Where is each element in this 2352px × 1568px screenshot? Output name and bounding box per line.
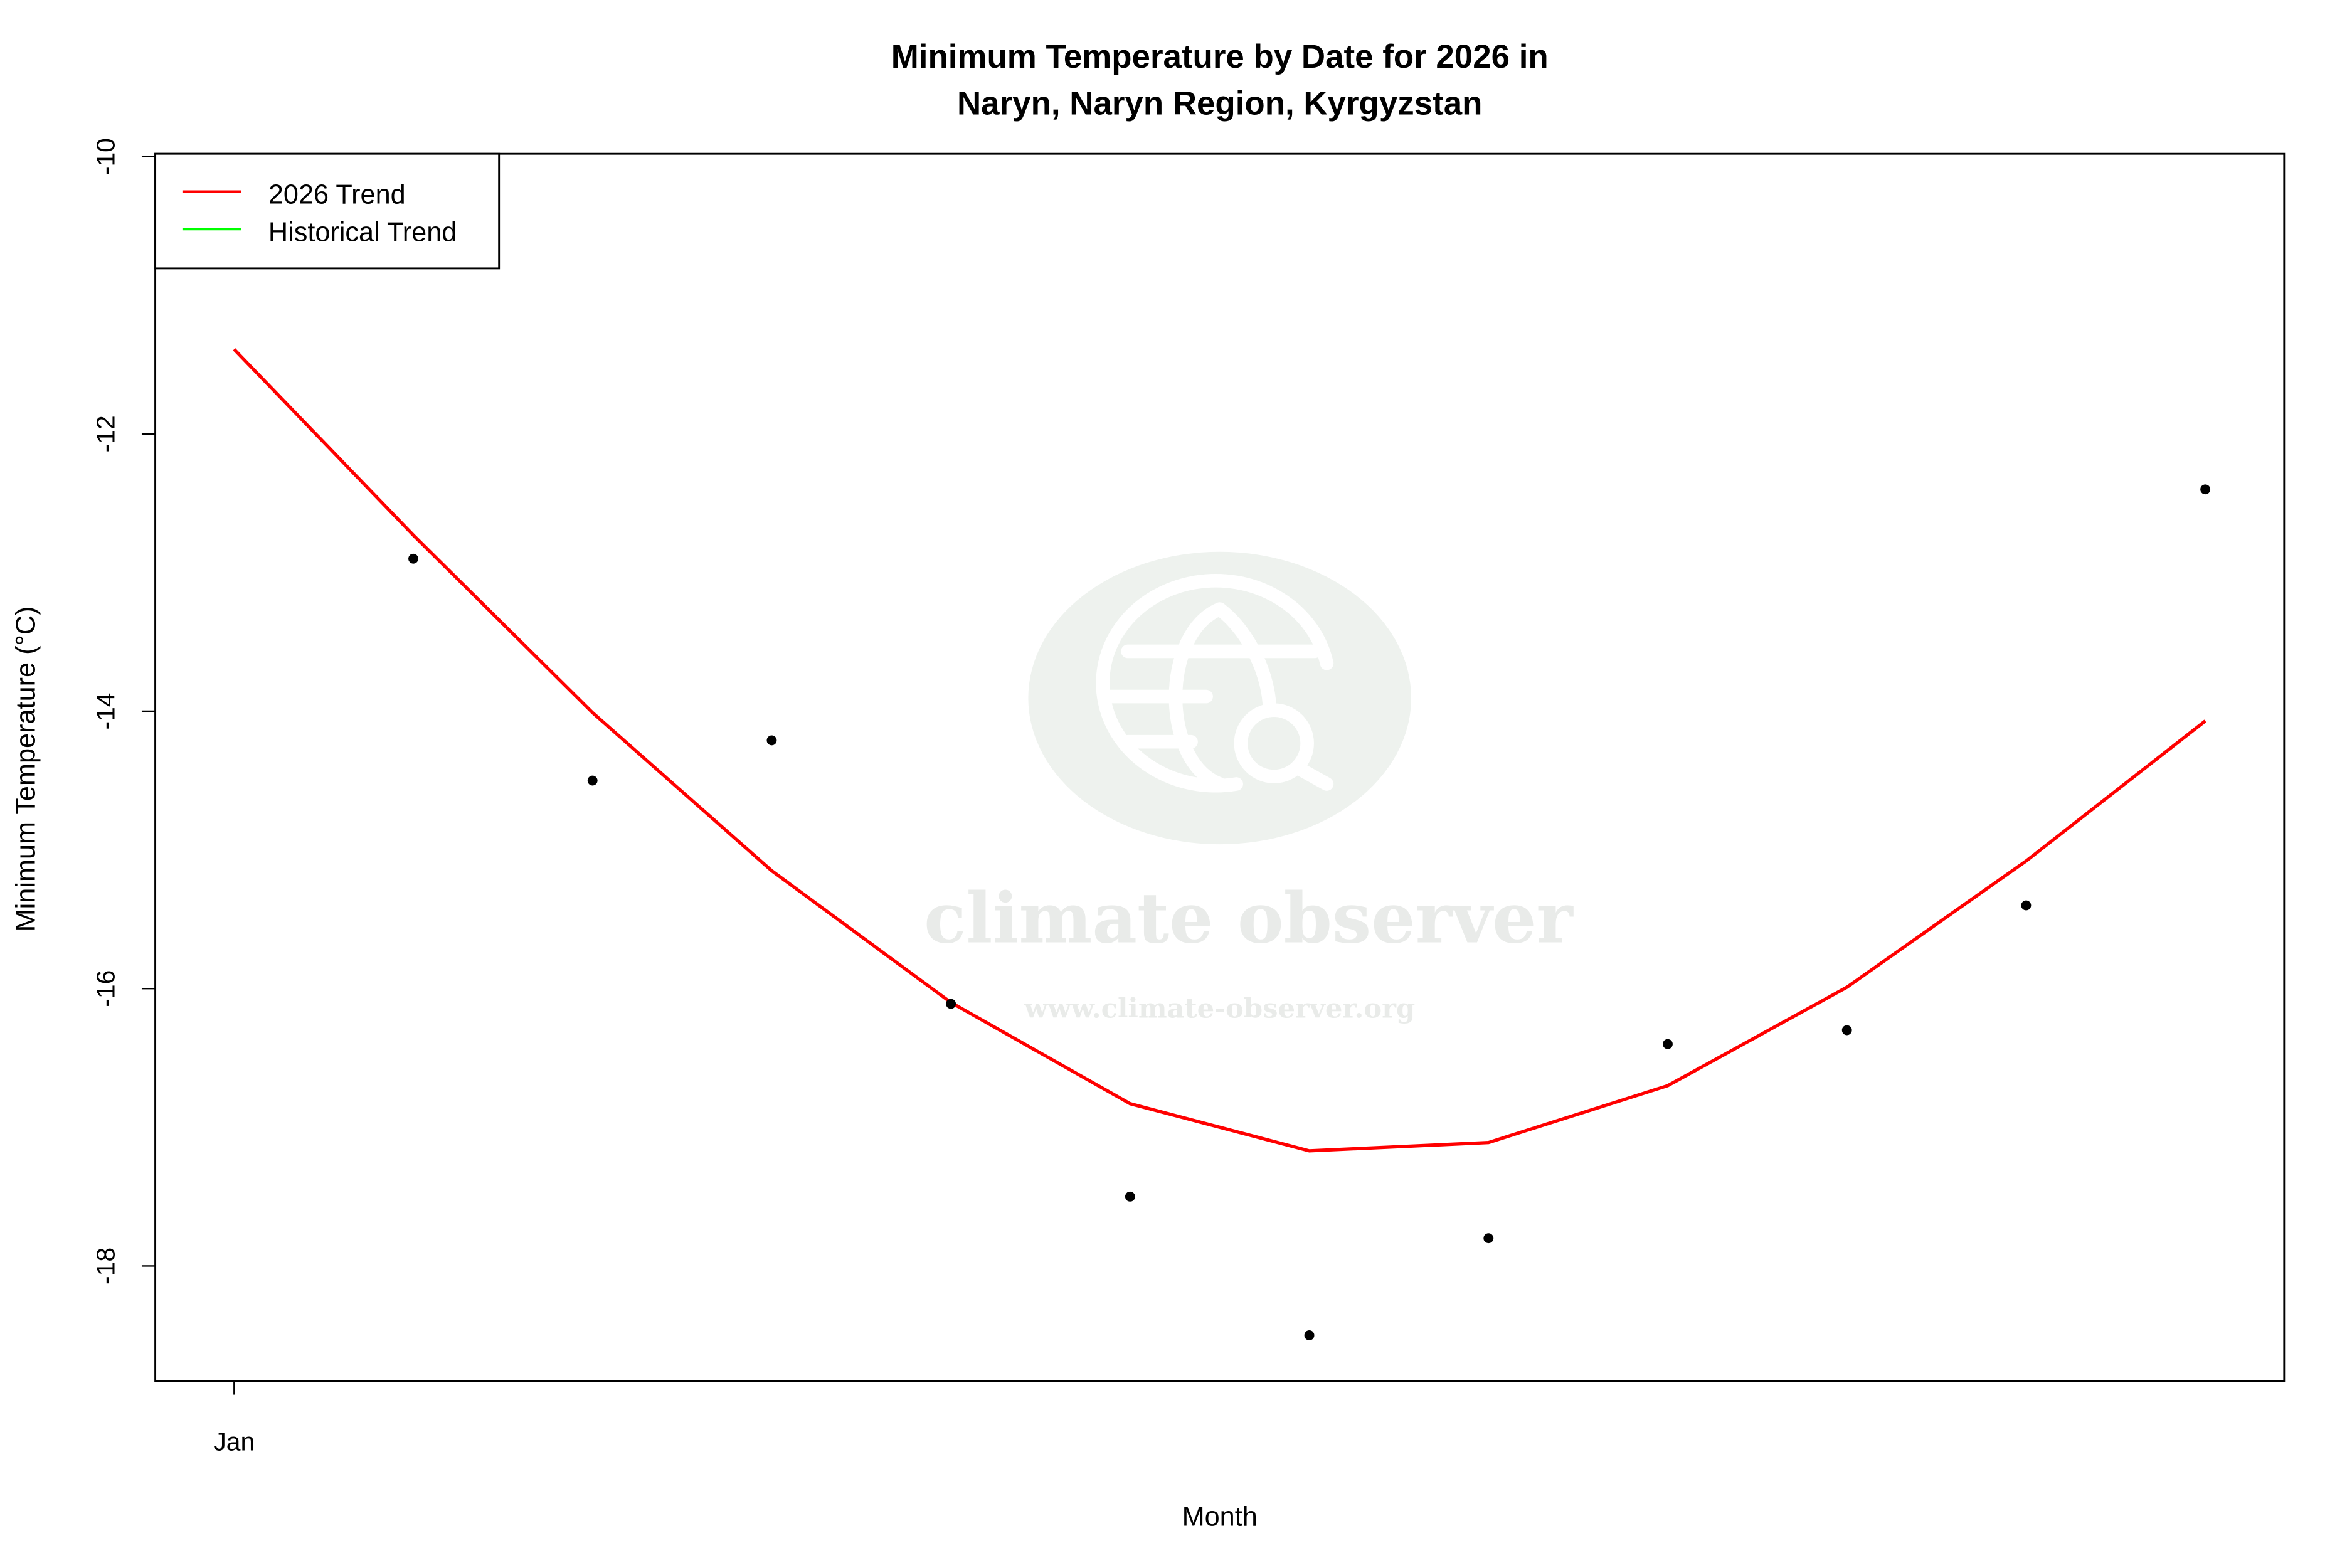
data-point bbox=[1125, 1191, 1135, 1202]
data-point bbox=[946, 999, 956, 1009]
chart-subtitle: Naryn, Naryn Region, Kyrgyzstan bbox=[957, 85, 1482, 122]
legend: 2026 Trend Historical Trend bbox=[154, 152, 501, 270]
x-axis-label: Month bbox=[1182, 1502, 1258, 1532]
chart-title: Minimum Temperature by Date for 2026 in bbox=[891, 38, 1549, 75]
y-axis-label: Minimum Temperature (°C) bbox=[11, 607, 41, 932]
y-axis: -10 -12 -14 -16 -18 bbox=[92, 138, 156, 1285]
globe-search-icon bbox=[1096, 573, 1334, 793]
x-tick-label: Jan bbox=[213, 1428, 255, 1456]
y-tick-label: -10 bbox=[92, 138, 120, 175]
y-tick-label: -14 bbox=[92, 692, 120, 729]
y-tick-label: -18 bbox=[92, 1248, 120, 1285]
data-point bbox=[2200, 484, 2211, 495]
data-point bbox=[1304, 1330, 1315, 1340]
data-point bbox=[1483, 1233, 1494, 1244]
x-axis: Jan bbox=[213, 1380, 255, 1456]
plot-frame bbox=[154, 152, 2286, 1382]
y-tick-label: -12 bbox=[92, 415, 120, 452]
legend-label-historical-trend: Historical Trend bbox=[268, 218, 457, 248]
data-point bbox=[408, 553, 418, 564]
plot-area bbox=[233, 348, 2211, 1340]
y-tick-label: -16 bbox=[92, 970, 120, 1007]
data-point bbox=[1663, 1039, 1673, 1049]
watermark-url: www.climate-observer.org bbox=[1024, 993, 1415, 1025]
data-point bbox=[766, 735, 777, 746]
watermark-badge bbox=[1028, 551, 1411, 845]
legend-label-2026-trend: 2026 Trend bbox=[268, 180, 406, 210]
data-point bbox=[2021, 900, 2032, 911]
data-point bbox=[1841, 1025, 1852, 1036]
trend-line-2026 bbox=[233, 348, 2206, 1153]
data-point bbox=[587, 775, 598, 786]
watermark-name: climate observer bbox=[924, 877, 1574, 959]
watermark: climate observer www.climate-observer.or… bbox=[924, 551, 1574, 1025]
legend-box bbox=[154, 152, 501, 270]
